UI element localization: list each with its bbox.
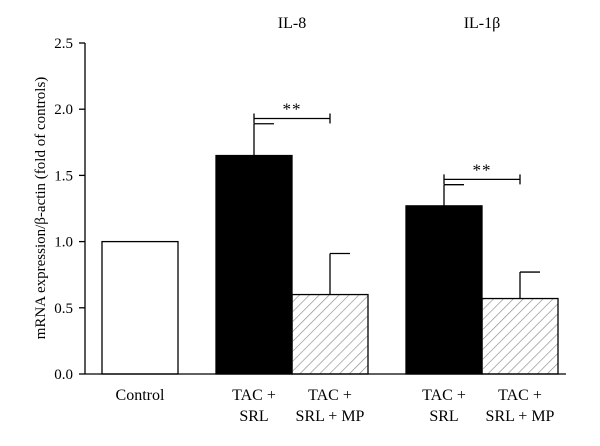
y-tick-label: 0.0 <box>54 367 73 383</box>
y-tick-label: 0.5 <box>54 301 73 317</box>
significance-label: ** <box>473 160 492 179</box>
category-label-line2: SRL + MP <box>486 408 555 425</box>
y-tick-label: 1.0 <box>54 235 73 251</box>
bars-layer <box>101 123 559 375</box>
category-label-line2: SRL <box>429 408 458 425</box>
category-label-line2: SRL <box>239 408 268 425</box>
bar <box>101 240 179 375</box>
bar <box>291 293 369 375</box>
bar <box>481 297 559 375</box>
group-label: IL-1β <box>464 15 501 32</box>
category-label: TAC + <box>498 387 542 404</box>
y-tick-label: 2.0 <box>54 102 73 118</box>
category-label: TAC + <box>422 387 466 404</box>
y-tick-label: 1.5 <box>54 168 73 184</box>
category-label: TAC + <box>308 387 352 404</box>
y-axis-label: mRNA expression/β-actin (fold of control… <box>33 77 49 340</box>
category-label: Control <box>116 387 165 404</box>
bar <box>215 154 293 375</box>
category-label: TAC + <box>232 387 276 404</box>
y-tick-label: 2.5 <box>54 36 73 52</box>
labels-layer: Control TAC + SRL TAC + SRL + MP TAC + SRL TAC … <box>116 15 555 425</box>
annotations-layer: ** ** <box>253 99 521 185</box>
category-label-line2: SRL + MP <box>296 408 365 425</box>
bar <box>405 205 483 375</box>
significance-label: ** <box>283 99 302 118</box>
axis-layer: 0.0 0.5 1.0 1.5 2.0 2.5 <box>54 36 566 383</box>
group-label: IL-8 <box>278 15 306 32</box>
